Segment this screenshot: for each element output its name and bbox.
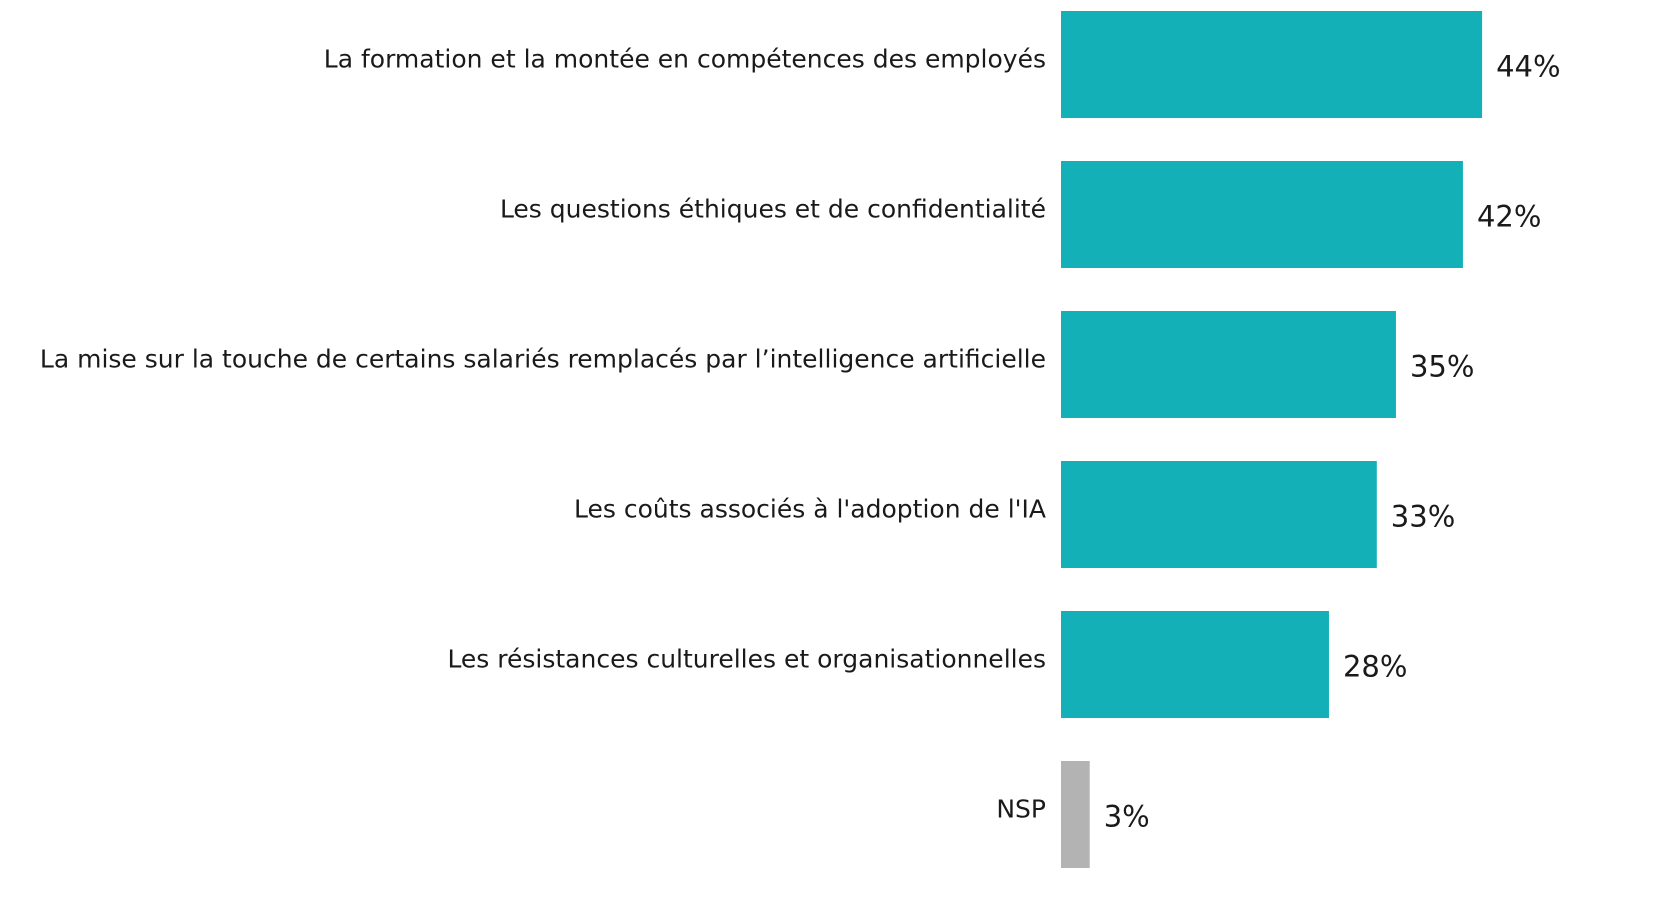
value-label: 42% (1477, 200, 1541, 234)
value-label: 3% (1104, 800, 1150, 834)
value-label: 33% (1391, 500, 1455, 534)
value-label: 28% (1343, 650, 1407, 684)
bar (1061, 461, 1377, 568)
bar (1061, 11, 1483, 118)
category-label: Les résistances culturelles et organisat… (447, 645, 1046, 674)
category-label: La mise sur la touche de certains salari… (40, 345, 1046, 374)
category-label: NSP (996, 795, 1046, 824)
bar (1061, 161, 1463, 268)
category-label: Les coûts associés à l'adoption de l'IA (574, 495, 1046, 524)
category-label: Les questions éthiques et de confidentia… (500, 195, 1046, 224)
value-label: 44% (1496, 50, 1560, 84)
bar (1061, 611, 1329, 718)
bar (1061, 311, 1396, 418)
bar (1061, 761, 1090, 868)
value-label: 35% (1410, 350, 1474, 384)
category-label: La formation et la montée en compétences… (324, 45, 1046, 74)
